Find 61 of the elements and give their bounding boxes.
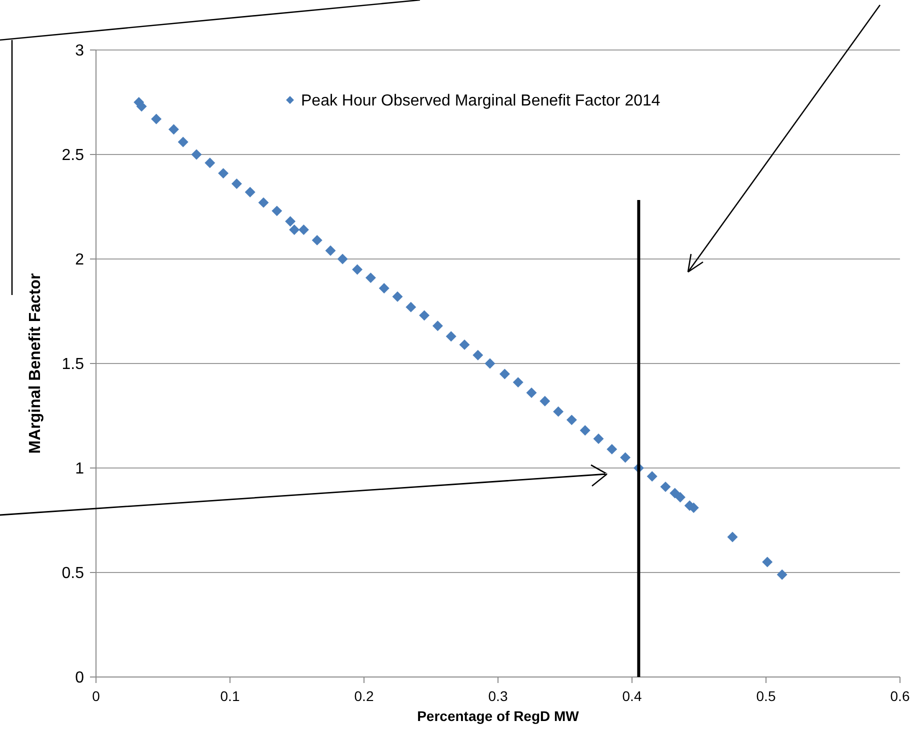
point bbox=[660, 482, 671, 492]
point bbox=[272, 206, 282, 216]
x-tick-label: 0.3 bbox=[488, 688, 508, 704]
point bbox=[727, 532, 738, 542]
point bbox=[432, 320, 443, 332]
legend-label: Peak Hour Observed Marginal Benefit Factor 2014 bbox=[301, 92, 660, 110]
y-tick-label: 2.5 bbox=[62, 147, 84, 164]
point bbox=[285, 216, 296, 227]
point bbox=[289, 224, 300, 235]
point bbox=[776, 569, 788, 580]
point bbox=[191, 149, 202, 160]
x-tick-label: 0 bbox=[92, 688, 100, 704]
point bbox=[580, 425, 590, 436]
point bbox=[553, 406, 564, 417]
point bbox=[204, 158, 216, 168]
point bbox=[512, 377, 524, 388]
point bbox=[244, 186, 256, 198]
point bbox=[298, 224, 309, 235]
point bbox=[762, 556, 773, 568]
point bbox=[646, 471, 658, 482]
point bbox=[312, 234, 322, 246]
y-tick-label: 2 bbox=[75, 252, 84, 269]
point bbox=[526, 388, 537, 398]
point bbox=[620, 452, 631, 463]
x-tick-label: 0.1 bbox=[220, 688, 240, 704]
point bbox=[484, 358, 496, 369]
x-axis-title: Percentage of RegD MW bbox=[417, 708, 580, 724]
y-tick-label: 0.5 bbox=[62, 565, 84, 582]
point bbox=[258, 197, 269, 208]
point bbox=[231, 178, 242, 189]
point bbox=[670, 488, 680, 498]
y-axis-title: MArginal Benefit Factor bbox=[27, 273, 44, 454]
point bbox=[365, 272, 376, 284]
y-tick-label: 3 bbox=[75, 42, 84, 60]
point bbox=[337, 254, 348, 264]
y-tick-label: 1.5 bbox=[62, 356, 84, 374]
point bbox=[325, 245, 336, 256]
x-tick-label: 0.6 bbox=[890, 688, 910, 704]
x-tick-label: 0.2 bbox=[354, 688, 374, 704]
point bbox=[392, 291, 403, 302]
x-tick-label: 0.4 bbox=[622, 688, 642, 704]
point bbox=[459, 339, 470, 350]
point bbox=[406, 302, 416, 312]
point bbox=[352, 264, 363, 275]
point bbox=[606, 444, 618, 454]
point bbox=[499, 368, 510, 380]
point bbox=[378, 283, 390, 294]
point bbox=[593, 434, 604, 444]
point bbox=[472, 350, 484, 360]
point bbox=[168, 124, 179, 135]
point bbox=[151, 114, 162, 124]
point bbox=[178, 136, 188, 148]
point bbox=[675, 492, 686, 502]
y-tick-label: 0 bbox=[75, 670, 84, 687]
point bbox=[218, 168, 229, 179]
point bbox=[566, 414, 577, 426]
x-tick-label: 0.5 bbox=[756, 688, 776, 704]
point bbox=[419, 310, 430, 321]
y-tick-label: 1 bbox=[75, 460, 84, 478]
point bbox=[540, 396, 550, 406]
point bbox=[446, 331, 456, 342]
